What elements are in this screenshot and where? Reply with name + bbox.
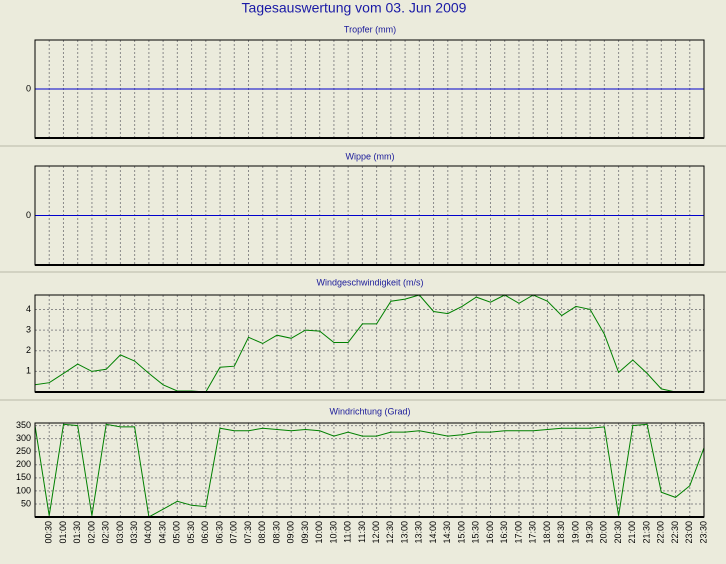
x-tick-label: 18:00: [542, 521, 552, 544]
data-line: [34, 294, 676, 393]
x-tick-label: 17:30: [528, 521, 538, 544]
x-tick-label: 16:00: [485, 521, 495, 544]
y-tick-label: 3: [26, 324, 31, 334]
x-tick-label: 23:30: [698, 521, 708, 544]
x-tick-label: 09:30: [300, 521, 310, 544]
y-tick-label: 100: [16, 485, 31, 495]
x-tick-label: 21:30: [641, 521, 651, 544]
x-tick-label: 14:00: [428, 521, 438, 544]
y-tick-label: 300: [16, 433, 31, 443]
x-tick-label: 08:30: [271, 521, 281, 544]
x-tick-label: 19:30: [585, 521, 595, 544]
x-tick-label: 01:00: [58, 521, 68, 544]
x-tick-label: 10:00: [314, 521, 324, 544]
y-tick-label: 0: [26, 210, 31, 220]
y-tick-label: 50: [21, 498, 31, 508]
x-tick-label: 15:30: [471, 521, 481, 544]
x-tick-label: 12:00: [371, 521, 381, 544]
x-tick-label: 07:00: [229, 521, 239, 544]
y-tick-label: 2: [26, 345, 31, 355]
x-tick-label: 10:30: [328, 521, 338, 544]
y-tick-label: 1: [26, 366, 31, 376]
x-tick-label: 18:30: [556, 521, 566, 544]
x-tick-label: 22:30: [670, 521, 680, 544]
x-tick-label: 07:30: [243, 521, 253, 544]
x-tick-label: 01:30: [72, 521, 82, 544]
x-tick-label: 13:30: [414, 521, 424, 544]
x-tick-label: 23:00: [684, 521, 694, 544]
x-tick-label: 13:00: [399, 521, 409, 544]
x-tick-label: 11:30: [357, 521, 367, 543]
y-tick-label: 350: [16, 420, 31, 430]
panel-title: Windrichtung (Grad): [329, 406, 410, 416]
x-tick-label: 04:30: [157, 521, 167, 544]
x-tick-label: 06:30: [214, 521, 224, 544]
data-line: [34, 423, 705, 518]
page-title: Tagesauswertung vom 03. Jun 2009: [242, 0, 467, 16]
x-tick-label: 06:00: [200, 521, 210, 544]
panel-title: Windgeschwindigkeit (m/s): [316, 277, 423, 287]
x-tick-label: 03:00: [115, 521, 125, 544]
x-tick-label: 11:00: [343, 521, 353, 543]
y-tick-label: 250: [16, 446, 31, 456]
x-tick-label: 15:00: [456, 521, 466, 544]
x-tick-label: 21:00: [627, 521, 637, 544]
x-tick-label: 02:30: [101, 521, 111, 544]
x-tick-label: 09:00: [286, 521, 296, 544]
x-tick-label: 16:30: [499, 521, 509, 544]
x-tick-label: 05:30: [186, 521, 196, 544]
x-tick-label: 20:30: [613, 521, 623, 544]
x-tick-label: 17:00: [513, 521, 523, 544]
x-tick-label: 14:30: [442, 521, 452, 544]
x-tick-label: 04:00: [143, 521, 153, 544]
y-tick-label: 0: [26, 83, 31, 93]
x-tick-label: 00:30: [44, 521, 54, 544]
x-tick-label: 05:00: [172, 521, 182, 544]
x-tick-label: 22:00: [656, 521, 666, 544]
y-tick-label: 4: [26, 304, 31, 314]
x-tick-label: 19:00: [570, 521, 580, 544]
y-tick-label: 150: [16, 472, 31, 482]
x-tick-label: 08:00: [257, 521, 267, 544]
y-tick-label: 200: [16, 459, 31, 469]
panel-title: Tropfer (mm): [344, 24, 396, 34]
panel-title: Wippe (mm): [346, 151, 395, 161]
x-tick-label: 20:00: [599, 521, 609, 544]
x-tick-label: 12:30: [385, 521, 395, 544]
x-tick-label: 02:00: [86, 521, 96, 544]
x-tick-label: 03:30: [129, 521, 139, 544]
